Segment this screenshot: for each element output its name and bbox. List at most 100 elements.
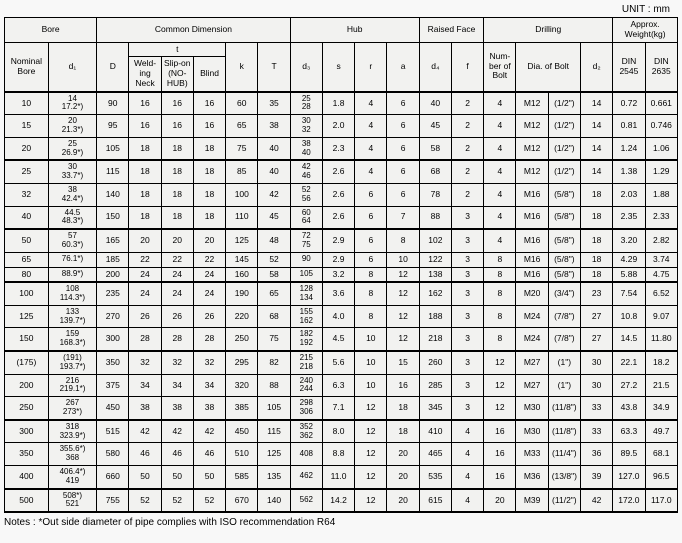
cell-r: 6: [355, 206, 387, 229]
cell-nom: 40: [5, 206, 49, 229]
cell-d1: 406.4*)419: [48, 466, 96, 489]
table-row: 300318323.9*)5154242424501153523628.0121…: [5, 420, 678, 443]
cell-bl: 18: [193, 160, 225, 183]
h-t: t: [129, 42, 226, 57]
cell-T: 38: [258, 115, 290, 138]
cell-bl: 22: [193, 252, 225, 267]
cell-wn: 50: [129, 466, 161, 489]
table-row: 400406.4*)41966050505058513546211.012205…: [5, 466, 678, 489]
cell-s: 2.9: [322, 229, 354, 252]
cell-d4: 102: [419, 229, 451, 252]
cell-a: 7: [387, 206, 419, 229]
cell-nb: 4: [484, 115, 516, 138]
table-row: 250267273*)4503838383851052983067.112183…: [5, 397, 678, 420]
cell-nb: 12: [484, 397, 516, 420]
cell-w1: 63.3: [613, 420, 645, 443]
cell-T: 40: [258, 160, 290, 183]
cell-nom: 10: [5, 92, 49, 115]
cell-d2: 14: [580, 160, 612, 183]
cell-w2: 1.29: [645, 160, 677, 183]
cell-d3: 6064: [290, 206, 322, 229]
cell-dia2: (11/8"): [548, 420, 580, 443]
cell-w1: 14.5: [613, 328, 645, 351]
cell-bl: 18: [193, 206, 225, 229]
cell-w2: 49.7: [645, 420, 677, 443]
cell-T: 75: [258, 328, 290, 351]
cell-k: 670: [226, 489, 258, 513]
cell-r: 4: [355, 137, 387, 160]
cell-f: 3: [451, 267, 483, 282]
cell-s: 8.0: [322, 420, 354, 443]
cell-r: 8: [355, 282, 387, 305]
cell-D: 270: [97, 305, 129, 328]
cell-nb: 8: [484, 328, 516, 351]
cell-dia: M20: [516, 282, 548, 305]
cell-d2: 18: [580, 267, 612, 282]
cell-d2: 18: [580, 252, 612, 267]
cell-k: 160: [226, 267, 258, 282]
cell-D: 450: [97, 397, 129, 420]
cell-T: 135: [258, 466, 290, 489]
cell-d1: 88.9*): [48, 267, 96, 282]
cell-so: 18: [161, 183, 193, 206]
cell-nom: 100: [5, 282, 49, 305]
cell-f: 4: [451, 466, 483, 489]
cell-a: 12: [387, 305, 419, 328]
cell-w1: 5.88: [613, 267, 645, 282]
cell-w2: 11.80: [645, 328, 677, 351]
cell-d1: 44.548.3*): [48, 206, 96, 229]
cell-nb: 8: [484, 282, 516, 305]
cell-d4: 88: [419, 206, 451, 229]
cell-f: 3: [451, 374, 483, 397]
cell-bl: 32: [193, 351, 225, 374]
cell-D: 95: [97, 115, 129, 138]
cell-wn: 24: [129, 282, 161, 305]
cell-dia2: (5/8"): [548, 252, 580, 267]
cell-wn: 20: [129, 229, 161, 252]
table-row: 4044.548.3*)1501818181104560642.6678834M…: [5, 206, 678, 229]
cell-d4: 78: [419, 183, 451, 206]
cell-d1: 159168.3*): [48, 328, 96, 351]
cell-dia2: (7/8"): [548, 305, 580, 328]
cell-k: 125: [226, 229, 258, 252]
h-bl: Blind: [193, 57, 225, 92]
cell-T: 140: [258, 489, 290, 513]
cell-r: 8: [355, 267, 387, 282]
cell-k: 110: [226, 206, 258, 229]
cell-nb: 8: [484, 252, 516, 267]
h-D: D: [97, 42, 129, 92]
cell-so: 18: [161, 137, 193, 160]
cell-nom: 500: [5, 489, 49, 513]
cell-k: 510: [226, 443, 258, 466]
cell-so: 20: [161, 229, 193, 252]
cell-a: 6: [387, 92, 419, 115]
cell-nom: 350: [5, 443, 49, 466]
cell-w2: 4.75: [645, 267, 677, 282]
cell-bl: 16: [193, 92, 225, 115]
cell-so: 46: [161, 443, 193, 466]
cell-wn: 18: [129, 137, 161, 160]
cell-nb: 4: [484, 137, 516, 160]
h-raised: Raised Face: [419, 18, 484, 43]
cell-nb: 16: [484, 443, 516, 466]
cell-D: 140: [97, 183, 129, 206]
cell-D: 660: [97, 466, 129, 489]
cell-d4: 188: [419, 305, 451, 328]
h-d3: d₃: [290, 42, 322, 92]
cell-d4: 122: [419, 252, 451, 267]
cell-T: 65: [258, 282, 290, 305]
cell-w1: 3.20: [613, 229, 645, 252]
cell-f: 2: [451, 183, 483, 206]
cell-so: 34: [161, 374, 193, 397]
cell-d4: 345: [419, 397, 451, 420]
h-drilling: Drilling: [484, 18, 613, 43]
cell-D: 580: [97, 443, 129, 466]
cell-a: 20: [387, 443, 419, 466]
cell-wn: 22: [129, 252, 161, 267]
cell-w1: 89.5: [613, 443, 645, 466]
cell-T: 42: [258, 183, 290, 206]
cell-s: 11.0: [322, 466, 354, 489]
cell-wn: 46: [129, 443, 161, 466]
cell-bl: 16: [193, 115, 225, 138]
h-d1: d₁: [48, 42, 96, 92]
